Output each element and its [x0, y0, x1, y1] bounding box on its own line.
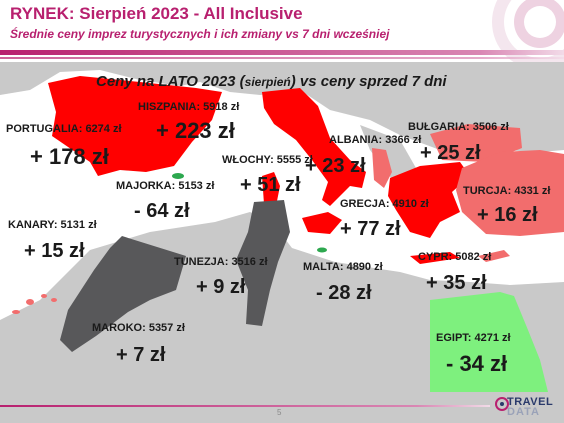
map-region-tunisia — [236, 200, 290, 326]
change-malta: - 28 zł — [316, 282, 372, 304]
change-bulgaria: + 25 zł — [420, 142, 481, 164]
change-kanary: + 15 zł — [24, 240, 85, 262]
map-region-cyprus — [478, 250, 510, 262]
change-portugalia: + 178 zł — [30, 144, 109, 169]
logo-line1: TRAVEL — [507, 396, 554, 408]
change-cypr: + 35 zł — [426, 272, 487, 294]
map-region-majorka — [172, 173, 184, 179]
change-majorka: - 64 zł — [134, 200, 190, 222]
map-region-albania — [372, 148, 392, 188]
map-region-malta — [317, 247, 327, 253]
page-subtitle: Średnie ceny imprez turystycznych i ich … — [10, 27, 390, 41]
map-title-small: sierpień — [244, 75, 291, 89]
map-region-sicily — [302, 212, 342, 234]
header-bar-top — [0, 50, 564, 55]
label-tunezja: TUNEZJA: 3516 zł — [174, 256, 268, 268]
map-title-after: ) vs ceny sprzed 7 dni — [290, 73, 447, 90]
logo-line2: DATA — [507, 406, 540, 418]
change-tunezja: + 9 zł — [196, 276, 246, 298]
map-region-egypt — [430, 292, 548, 392]
label-egipt: EGIPT: 4271 zł — [436, 332, 511, 344]
label-turcja: TURCJA: 4331 zł — [463, 185, 551, 197]
map-title: Ceny na LATO 2023 (sierpień) vs ceny spr… — [96, 73, 447, 90]
change-egipt: - 34 zł — [446, 351, 508, 376]
map-region-turkey — [456, 150, 564, 236]
map-region-canaries — [12, 294, 57, 314]
header-bar-bottom — [0, 57, 564, 59]
map-region-crete — [410, 252, 460, 264]
footer-bar — [0, 405, 490, 407]
change-grecja: + 77 zł — [340, 218, 401, 240]
land-europe-north — [0, 62, 564, 160]
change-hiszpania: + 223 zł — [156, 118, 235, 143]
map-region-iberia — [48, 76, 222, 176]
label-bulgaria: BUŁGARIA: 3506 zł — [408, 121, 509, 133]
travel-data-logo-mark — [495, 397, 509, 411]
map-region-greece — [388, 162, 470, 238]
change-turcja: + 16 zł — [477, 204, 538, 226]
map-region-morocco — [60, 236, 186, 352]
change-albania: + 23 zł — [305, 155, 366, 177]
label-grecja: GRECJA: 4910 zł — [340, 198, 429, 210]
label-majorka: MAJORKA: 5153 zł — [116, 180, 215, 192]
map-title-before: Ceny na LATO 2023 ( — [96, 73, 245, 90]
travel-data-logo: TRAVEL DATA — [507, 396, 554, 418]
page-number: 5 — [277, 408, 282, 417]
label-portugalia: PORTUGALIA: 6274 zł — [6, 123, 122, 135]
label-albania: ALBANIA: 3366 zł — [329, 134, 422, 146]
label-cypr: CYPR: 5082 zł — [418, 251, 492, 263]
corner-target-decoration — [492, 0, 564, 70]
change-maroko: + 7 zł — [116, 344, 166, 366]
label-kanary: KANARY: 5131 zł — [8, 219, 97, 231]
map-region-italy — [262, 88, 366, 206]
map-region-sardinia — [262, 172, 280, 206]
label-hiszpania: HISZPANIA: 5918 zł — [138, 101, 240, 113]
change-wlochy: + 51 zł — [240, 174, 301, 196]
label-maroko: MAROKO: 5357 zł — [92, 322, 185, 334]
page-title: RYNEK: Sierpień 2023 - All Inclusive — [10, 4, 303, 23]
label-wlochy: WŁOCHY: 5555 zł — [222, 154, 313, 166]
label-malta: MALTA: 4890 zł — [303, 261, 383, 273]
